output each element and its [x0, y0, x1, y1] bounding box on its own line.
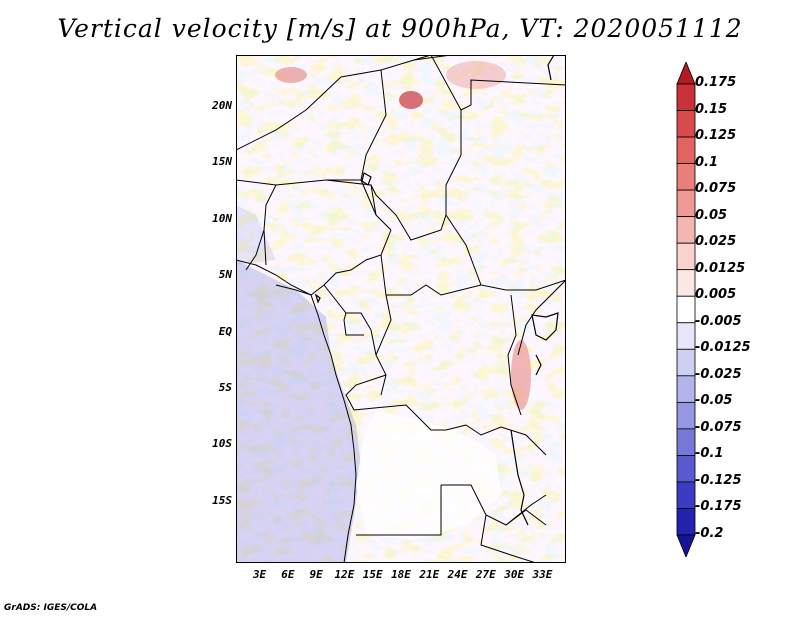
colorbar-swatch [676, 375, 696, 403]
colorbar-swatch [676, 136, 696, 164]
longitude-label: 15E [362, 568, 383, 581]
colorbar-swatch [676, 83, 696, 111]
colorbar-label: 0.15 [695, 101, 728, 117]
colorbar-label: -0.005 [695, 313, 742, 329]
southern-calm-region [356, 410, 501, 540]
colorbar-label: 0.05 [695, 207, 728, 223]
latitude-label: 15N [212, 155, 232, 169]
longitude-label: 18E [391, 568, 411, 581]
colorbar-swatch [676, 534, 696, 557]
map-panel [236, 55, 566, 563]
updraft-area-northeast [446, 61, 506, 89]
grads-footer: GrADS: IGES/COLA [4, 603, 98, 613]
colorbar-swatch [676, 189, 696, 218]
longitude-label: 3E [252, 568, 267, 581]
longitude-label: 33E [532, 568, 553, 581]
colorbar-swatch [676, 295, 696, 324]
colorbar-label: -0.05 [695, 393, 733, 409]
colorbar-label: -0.025 [695, 366, 742, 382]
coastline [236, 259, 357, 563]
country-borders [236, 55, 566, 563]
plot-title: Vertical velocity [m/s] at 900hPa, VT: 2… [57, 14, 743, 43]
vertical-velocity-map [236, 55, 566, 563]
colorbar [676, 62, 696, 557]
updraft-area-northwest [275, 67, 307, 83]
colorbar-swatch [676, 428, 696, 456]
colorbar-label: 0.125 [695, 128, 737, 144]
latitude-label: 5N [218, 268, 232, 282]
latitude-label: EQ [218, 324, 232, 338]
updraft-rift-valley [511, 340, 531, 410]
longitude-label: 12E [334, 568, 355, 581]
colorbar-label: -0.075 [695, 419, 742, 435]
colorbar-swatch [676, 110, 696, 138]
colorbar-label: -0.175 [695, 499, 742, 515]
latitude-label: 5S [218, 381, 232, 395]
lakes [314, 55, 559, 526]
strong-updraft-spot [399, 91, 423, 109]
colorbar-swatch [676, 401, 696, 430]
ocean-negative-region [236, 260, 361, 563]
longitude-label: 9E [309, 568, 323, 581]
colorbar-label: 0.0125 [695, 260, 746, 276]
latitude-label: 15S [212, 493, 232, 507]
colorbar-swatch [676, 242, 696, 271]
colorbar-swatch [676, 455, 696, 483]
longitude-label: 21E [419, 568, 440, 581]
colorbar-swatch [676, 216, 696, 244]
latitude-label: 10S [212, 437, 232, 451]
colorbar-swatch [676, 508, 696, 536]
colorbar-swatch [676, 269, 696, 297]
colorbar-label: -0.125 [695, 472, 742, 488]
colorbar-label: 0.075 [695, 181, 737, 197]
colorbar-label: 0.1 [695, 154, 719, 170]
colorbar-swatch [676, 322, 696, 350]
colorbar-swatch [676, 481, 696, 509]
longitude-label: 27E [475, 568, 496, 581]
colorbar-swatch [676, 62, 696, 85]
latitude-label: 10N [212, 211, 232, 225]
longitude-label: 6E [281, 568, 295, 581]
colorbar-label: -0.0125 [695, 340, 751, 356]
ocean-north-region [236, 205, 276, 265]
map-frame [236, 55, 566, 563]
colorbar-label: -0.1 [695, 446, 724, 462]
longitude-label: 30E [504, 568, 525, 581]
latitude-label: 20N [212, 98, 232, 112]
colorbar-swatch [676, 163, 696, 191]
colorbar-label: 0.175 [695, 75, 737, 90]
longitude-label: 24E [447, 568, 468, 581]
colorbar-label: -0.2 [695, 526, 724, 541]
colorbar-label: 0.005 [695, 287, 737, 303]
colorbar-label: 0.025 [695, 234, 737, 250]
colorbar-swatch [676, 348, 696, 377]
